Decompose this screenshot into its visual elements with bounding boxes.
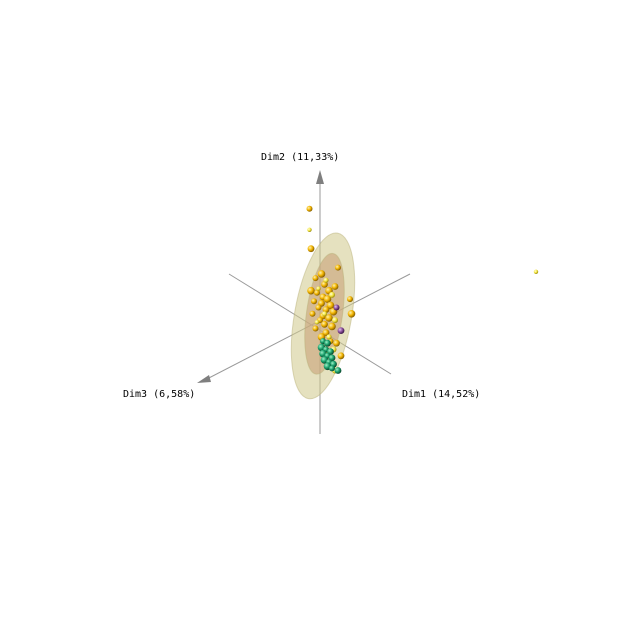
data-points xyxy=(306,205,539,374)
data-point xyxy=(321,320,328,328)
data-point xyxy=(329,291,335,298)
data-point xyxy=(331,283,339,290)
data-point xyxy=(317,270,326,278)
data-point xyxy=(335,264,341,271)
data-point xyxy=(316,286,321,291)
dim1-axis-label: Dim1 (14,52%) xyxy=(402,389,480,400)
data-point xyxy=(333,304,340,311)
data-point xyxy=(306,205,313,212)
data-point xyxy=(309,310,316,317)
data-point xyxy=(334,367,342,374)
data-point xyxy=(307,227,312,232)
data-point xyxy=(323,295,332,303)
data-point xyxy=(329,365,335,372)
data-point xyxy=(323,277,329,283)
data-point xyxy=(325,314,333,322)
data-point xyxy=(321,311,328,317)
data-point xyxy=(307,245,315,253)
data-point xyxy=(307,286,315,295)
data-point xyxy=(312,275,319,282)
data-point xyxy=(315,304,322,311)
data-point xyxy=(312,325,319,332)
dim2-axis-label: Dim2 (11,33%) xyxy=(261,152,339,163)
data-point xyxy=(332,317,338,324)
dim2-arrow-head xyxy=(316,170,324,184)
data-point xyxy=(337,327,345,334)
data-point xyxy=(326,301,335,310)
data-point xyxy=(347,296,353,303)
data-point xyxy=(533,269,539,274)
data-point xyxy=(328,322,336,331)
data-point xyxy=(347,310,356,318)
data-point xyxy=(337,352,345,360)
dim3-arrow-head xyxy=(197,375,211,383)
data-point xyxy=(314,320,320,325)
data-point xyxy=(326,334,332,340)
data-point xyxy=(314,289,320,296)
dim3-axis-label: Dim3 (6,58%) xyxy=(123,389,195,400)
data-point xyxy=(311,298,317,305)
data-point xyxy=(333,339,340,347)
data-point xyxy=(324,339,331,347)
